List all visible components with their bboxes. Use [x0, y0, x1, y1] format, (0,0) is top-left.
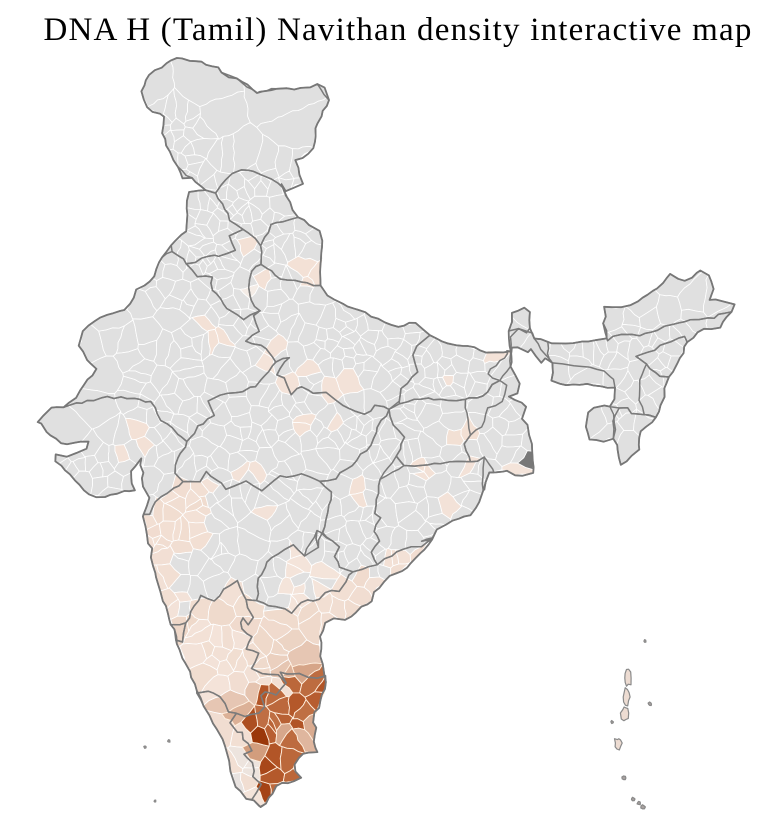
svg-text:DNA H (Tamil) Navithan density: DNA H (Tamil) Navithan density interacti… [43, 12, 752, 48]
